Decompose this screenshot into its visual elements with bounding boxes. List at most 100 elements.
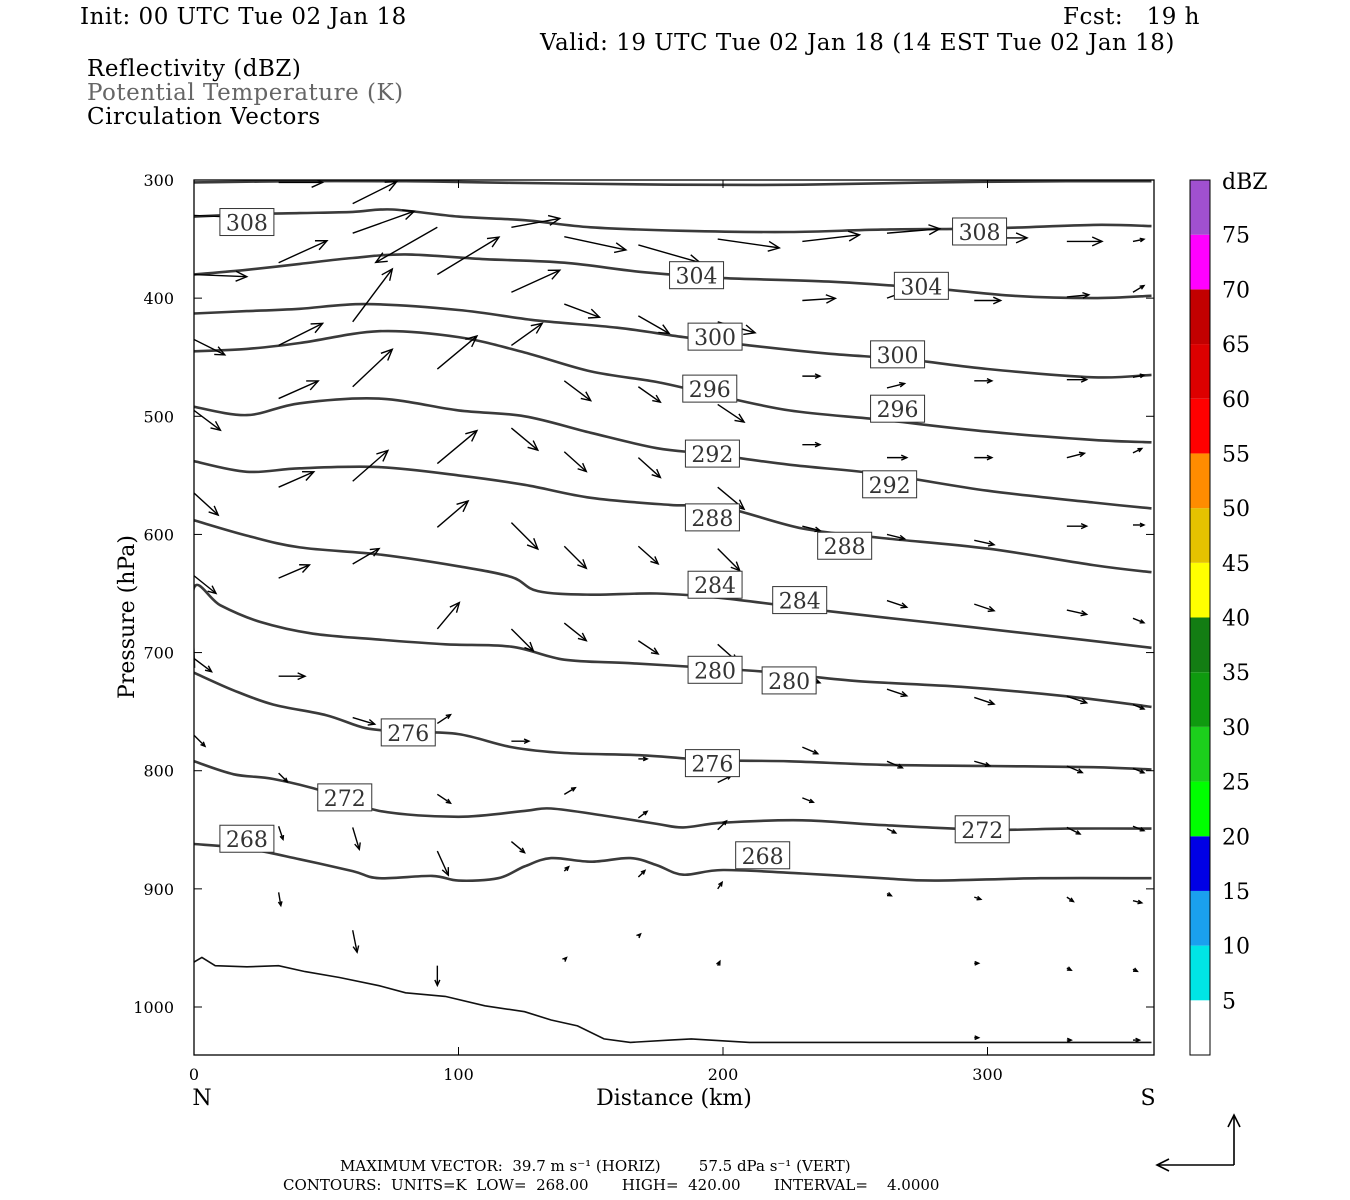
colorbar-swatch [1190,672,1210,727]
vector-head [640,869,647,875]
vector-shaft [563,622,587,642]
circulation-vector [194,492,220,517]
south-end-label: S [1140,1086,1155,1111]
vector-head [928,224,942,236]
vector-head [526,538,540,551]
x-tick-label: 200 [708,1065,739,1084]
circulation-vector [974,539,996,547]
vector-shaft [717,403,745,423]
circulation-vector [278,239,329,264]
circulation-vector [1132,703,1146,710]
y-tick-label: 500 [143,407,174,426]
contour-label-280: 280 [694,659,736,684]
circulation-vector [1132,767,1146,774]
circulation-vector [434,965,441,988]
vector-head [527,440,540,452]
vector-shaft [436,500,469,528]
vector-shaft [1132,825,1145,832]
circulation-vector [194,409,222,432]
vector-shaft [511,217,560,228]
vector-head [814,526,822,533]
vector-head [523,738,531,745]
vector-head [974,960,981,966]
circulation-vector [1132,825,1146,832]
vector-shaft [886,228,940,234]
vector-shaft [278,772,288,783]
vector-head [441,867,450,877]
vector-shaft [194,657,213,673]
contour-label-292: 292 [691,443,733,468]
circulation-vector [1132,522,1146,528]
isentrope-280 [194,583,1152,709]
contour-label-box [952,217,1008,246]
north-end-label: N [192,1086,211,1111]
circulation-vector [352,348,394,388]
circulation-vector [974,296,1003,305]
vector-head [814,441,822,448]
circulation-vector [974,960,981,966]
vector-head [207,585,218,595]
circulation-vector [436,793,452,805]
vector-head [730,561,741,572]
circulation-vector [974,895,983,901]
circulation-vector [563,786,577,795]
vector-head [380,348,394,361]
vector-head [900,690,909,698]
circulation-vector [352,716,377,726]
vector-shaft [511,269,561,293]
contour-label-288: 288 [824,535,866,560]
vector-head [734,413,746,424]
vector-head [374,252,388,264]
circulation-vector [564,303,602,319]
contour-label-box [735,841,791,870]
circulation-vector [510,522,540,551]
circulation-vector [510,322,544,346]
vector-shaft [194,338,226,356]
circulation-vector [1066,609,1089,617]
vector-head [384,180,399,192]
circulation-vector [277,826,285,842]
circulation-vector [717,238,781,252]
vector-head [987,699,996,706]
y-tick-label: 800 [143,762,174,781]
vector-head [367,719,377,726]
colorbar-level-label: 20 [1222,825,1250,850]
circulation-vector [1066,523,1089,530]
forecast-hour: Fcst: 19 h [1063,4,1200,30]
circulation-vector [802,797,815,804]
circulation-vector [436,236,501,276]
vector-shaft [1132,285,1145,293]
circulation-vector [802,230,862,243]
vector-head [984,761,992,768]
vector-shaft [436,850,449,876]
vector-shaft [1132,374,1145,378]
circulation-vector [886,688,909,698]
vector-head [279,835,285,842]
circulation-vector [637,386,662,404]
vector-shaft [352,547,380,565]
vector-shaft [637,545,659,565]
colorbar-level-label: 35 [1222,661,1250,686]
vector-head [580,391,593,402]
vector-shaft [352,268,393,323]
circulation-vector [1132,1037,1142,1043]
circulation-vector [277,892,283,908]
field-label-reflectivity: Reflectivity (dBZ) [87,56,302,82]
reference-vector-icon [1155,1113,1241,1172]
vector-head [299,564,312,573]
contour-label-288: 288 [691,507,733,532]
circulation-vector [886,454,909,461]
circulation-vector [563,865,570,872]
circulation-vector [802,525,822,533]
vector-head [204,665,213,673]
vector-shaft [637,640,659,655]
circulation-vector [1132,967,1139,973]
isentrope-296 [194,329,1152,444]
vector-head [743,324,757,336]
vector-shaft [802,746,819,755]
circulation-vector [510,628,535,653]
x-tick-label: 300 [972,1065,1003,1084]
contour-label-284: 284 [694,574,736,599]
contour-label-box [219,824,275,853]
